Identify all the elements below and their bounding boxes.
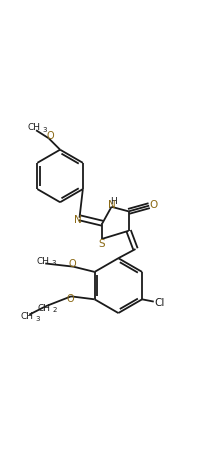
Text: N: N xyxy=(74,215,82,224)
Text: 2: 2 xyxy=(52,307,56,314)
Text: CH: CH xyxy=(21,313,34,321)
Text: N: N xyxy=(107,200,115,209)
Text: 3: 3 xyxy=(42,127,46,133)
Text: 3: 3 xyxy=(52,260,56,266)
Text: H: H xyxy=(109,197,116,206)
Text: O: O xyxy=(66,294,73,304)
Text: CH: CH xyxy=(27,123,40,133)
Text: 3: 3 xyxy=(35,316,40,322)
Text: CH: CH xyxy=(37,304,50,313)
Text: O: O xyxy=(46,131,53,140)
Text: O: O xyxy=(68,259,76,269)
Text: CH: CH xyxy=(37,257,50,266)
Text: S: S xyxy=(97,239,104,249)
Text: O: O xyxy=(149,200,157,209)
Text: Cl: Cl xyxy=(153,298,164,308)
